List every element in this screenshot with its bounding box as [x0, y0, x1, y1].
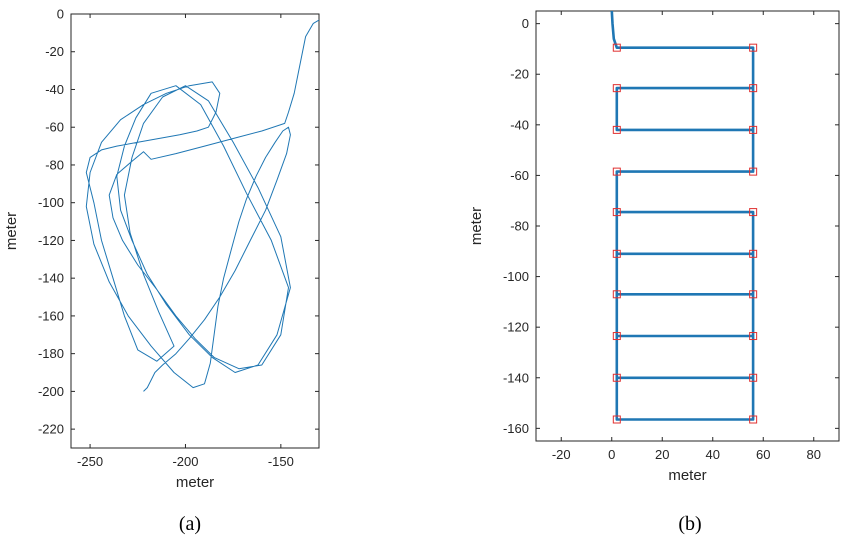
y-tick-label: 0 — [57, 7, 64, 22]
y-axis-label: meter — [3, 212, 20, 250]
y-axis-label: meter — [468, 207, 485, 245]
waypoint-marker — [612, 332, 621, 341]
x-tick-label: -150 — [268, 454, 294, 469]
trajectory-line — [85, 19, 319, 392]
data-layer — [610, 11, 758, 424]
waypoint-marker — [612, 290, 621, 299]
x-tick-label: 0 — [608, 447, 615, 462]
x-tick-label: -250 — [77, 454, 103, 469]
waypoint-marker — [612, 415, 621, 424]
waypoint-marker — [749, 373, 758, 382]
waypoint-marker — [749, 290, 758, 299]
waypoint-marker — [612, 373, 621, 382]
waypoint-marker — [749, 249, 758, 258]
x-tick-label: -200 — [172, 454, 198, 469]
y-tick-label: 0 — [522, 16, 529, 31]
waypoint-marker — [612, 249, 621, 258]
y-tick-label: -160 — [38, 308, 64, 323]
y-tick-label: -140 — [38, 271, 64, 286]
x-tick-label: 40 — [706, 447, 720, 462]
y-tick-label: -60 — [45, 120, 64, 135]
y-tick-label: -40 — [45, 82, 64, 97]
y-tick-label: -20 — [510, 67, 529, 82]
waypoint-marker — [749, 84, 758, 93]
x-axis-label: meter — [668, 467, 706, 484]
waypoint-marker — [749, 208, 758, 217]
y-tick-label: -80 — [45, 157, 64, 172]
chart-b: -20 0 20 40 60 80 0 -20 -40 -60 -80 -100 -120 -140 -16… — [468, 10, 840, 535]
x-axis-label: meter — [176, 474, 214, 491]
waypoint-marker — [749, 332, 758, 341]
panel-caption: (a) — [179, 513, 201, 535]
panel-caption: (b) — [678, 513, 701, 535]
chart-a: -250 -200 -150 0 -20 -40 -60 -80 -100 -120 -140 -16… — [3, 7, 320, 535]
y-tick-label: -40 — [510, 117, 529, 132]
waypoint-marker — [749, 125, 758, 134]
y-tick-label: -120 — [503, 320, 529, 335]
waypoint-marker — [749, 415, 758, 424]
y-tick-label: -180 — [38, 346, 64, 361]
waypoint-marker — [612, 43, 621, 52]
waypoint-marker — [749, 167, 758, 176]
y-tick-label: -160 — [503, 421, 529, 436]
data-layer — [85, 19, 319, 392]
waypoint-marker — [749, 43, 758, 52]
y-tick-label: -20 — [45, 44, 64, 59]
trajectory-line — [610, 11, 755, 421]
waypoint-marker — [612, 167, 621, 176]
y-tick-label: -220 — [38, 422, 64, 437]
y-tick-label: -100 — [38, 195, 64, 210]
y-tick-label: -200 — [38, 384, 64, 399]
x-tick-label: 20 — [655, 447, 669, 462]
y-tick-label: -100 — [503, 269, 529, 284]
waypoint-marker — [612, 84, 621, 93]
y-tick-label: -120 — [38, 233, 64, 248]
waypoint-marker — [612, 208, 621, 217]
x-tick-label: -20 — [552, 447, 571, 462]
x-tick-label: 80 — [807, 447, 821, 462]
waypoint-marker — [612, 125, 621, 134]
y-tick-label: -60 — [510, 168, 529, 183]
y-tick-label: -80 — [510, 219, 529, 234]
y-tick-label: -140 — [503, 370, 529, 385]
plot-frame — [70, 13, 320, 449]
x-tick-label: 60 — [756, 447, 770, 462]
